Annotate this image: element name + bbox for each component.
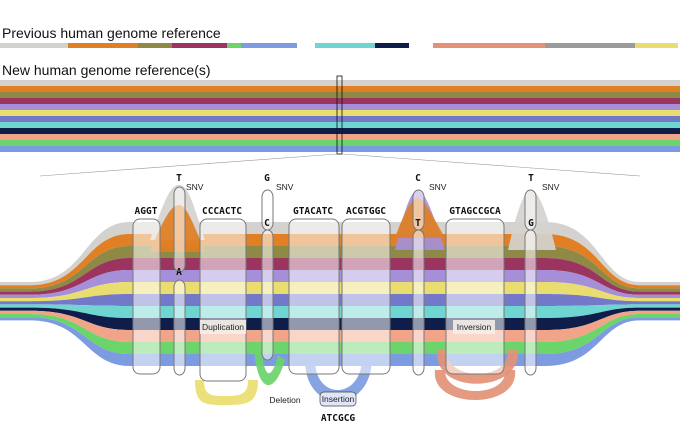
snv-1-top-base: T [176, 173, 182, 184]
inversion-label: Inversion [457, 322, 492, 332]
deletion-loop [254, 350, 285, 386]
previous-reference-segment [315, 43, 375, 48]
seq-label-gtacatc: GTACATC [293, 206, 333, 217]
node-gtacatc [288, 218, 340, 375]
node-snv-1-bottom [173, 279, 186, 376]
snv-3-label: SNV [429, 182, 447, 192]
node-gtagccgca [445, 218, 505, 375]
inversion-label-bg [453, 320, 495, 334]
new-reference-heading: New human genome reference(s) [2, 62, 211, 78]
deletion-label: Deletion [269, 395, 300, 405]
seq-label-aggt: AGGT [135, 206, 158, 217]
node-snv-4-bottom [524, 229, 537, 376]
seq-label-gtagccgca: GTAGCCGCA [449, 206, 501, 217]
duplication-loop [195, 380, 258, 405]
sequence-nodes [132, 186, 537, 382]
graph-lane [0, 310, 680, 342]
insertion-node [319, 391, 357, 407]
graph-lane [0, 246, 680, 292]
previous-reference-bar [0, 43, 678, 48]
snv-2-bottom-base: C [264, 218, 270, 229]
previous-reference-segment [172, 43, 227, 48]
snv-4-top-base: T [528, 173, 534, 184]
previous-reference-segment [227, 43, 241, 48]
graph-lane [0, 304, 680, 318]
graph-lane [0, 314, 680, 354]
insertion-label: Insertion [322, 394, 355, 404]
previous-reference-segment [635, 43, 678, 48]
duplication-label-bg [200, 320, 246, 334]
new-reference-strip [0, 116, 680, 122]
new-reference-strip [0, 122, 680, 128]
node-aggt [132, 218, 161, 375]
seq-label-cccactc: CCCACTC [202, 206, 242, 217]
node-acgtggc [341, 218, 391, 375]
seq-label-insertion: ATCGCG [321, 413, 356, 424]
inversion-loop-2 [437, 350, 519, 384]
snv-2-top-base: G [264, 173, 270, 184]
new-reference-strip [0, 110, 680, 116]
zoom-line-left [39, 153, 338, 177]
previous-reference-segment [433, 43, 545, 48]
previous-reference-segment [138, 43, 172, 48]
graph-lane [0, 270, 680, 298]
new-reference-strip [0, 104, 680, 110]
snv-4-bottom-base: G [528, 218, 534, 229]
new-reference-stack [0, 80, 680, 152]
insertion-loop [305, 360, 372, 402]
duplication-label: Duplication [202, 322, 244, 332]
seq-label-acgtggc: ACGTGGC [346, 206, 386, 217]
node-cccactc [199, 218, 247, 382]
node-snv-2-bottom [261, 229, 274, 361]
graph-lane [0, 234, 680, 289]
new-reference-strip [0, 128, 680, 134]
graph-lane [0, 317, 680, 366]
snv-3-top-base: C [415, 173, 421, 184]
inversion-loop-1 [434, 370, 516, 400]
new-reference-strip [0, 146, 680, 152]
new-reference-strip [0, 92, 680, 98]
zoom-window [336, 75, 343, 155]
node-snv-1-top [173, 186, 186, 273]
previous-reference-segment [68, 43, 138, 48]
zoom-line-right [341, 153, 641, 177]
previous-reference-segment [375, 43, 409, 48]
new-reference-strip [0, 80, 680, 86]
previous-reference-segment [297, 43, 315, 48]
new-reference-strip [0, 134, 680, 140]
snv-1-bottom-base: A [176, 267, 182, 278]
graph-lane [0, 294, 680, 306]
previous-reference-segment [409, 43, 433, 48]
previous-reference-segment [545, 43, 635, 48]
graph-lane [0, 258, 680, 295]
snv-2-label: SNV [276, 182, 294, 192]
graph-lane [0, 282, 680, 302]
previous-reference-segment [241, 43, 297, 48]
graph-lane [0, 307, 680, 330]
snv-3-bottom-base: T [415, 218, 421, 229]
previous-reference-segment [0, 43, 68, 48]
new-reference-strip [0, 140, 680, 146]
previous-reference-heading: Previous human genome reference [2, 25, 221, 41]
snv-1-label: SNV [186, 182, 204, 192]
snv-4-label: SNV [542, 182, 560, 192]
variation-graph-lanes [0, 222, 680, 366]
new-reference-strip [0, 98, 680, 104]
node-snv-3-bottom [412, 229, 425, 376]
new-reference-strip [0, 86, 680, 92]
